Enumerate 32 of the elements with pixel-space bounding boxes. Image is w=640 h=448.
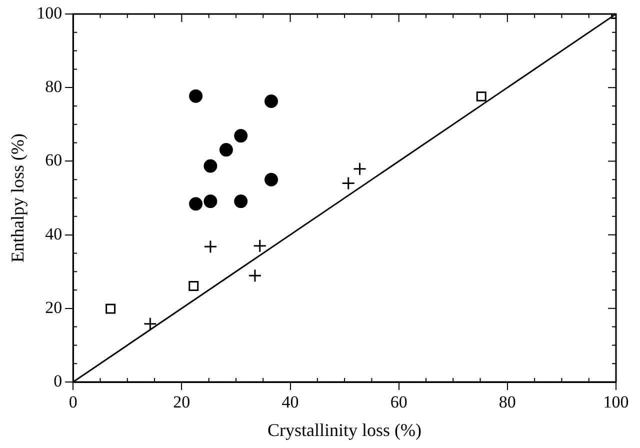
x-tick-label: 20 bbox=[173, 392, 190, 412]
point bbox=[476, 91, 486, 102]
point bbox=[253, 239, 267, 253]
point bbox=[353, 162, 366, 176]
point bbox=[106, 304, 116, 314]
point bbox=[189, 89, 203, 103]
x-tick-label: 80 bbox=[498, 392, 516, 412]
point bbox=[264, 94, 278, 108]
y-tick-label: 100 bbox=[36, 3, 62, 22]
x-tick-label: 0 bbox=[68, 392, 78, 412]
point bbox=[219, 143, 233, 157]
point bbox=[248, 268, 262, 282]
point bbox=[204, 159, 218, 173]
y-tick-label: 20 bbox=[45, 298, 62, 317]
y-tick-label: 0 bbox=[54, 371, 62, 390]
point bbox=[204, 194, 218, 208]
x-tick-label: 40 bbox=[282, 392, 299, 412]
y-axis-title: Enthalpy loss (%) bbox=[8, 134, 28, 262]
x-tick-label: 60 bbox=[390, 392, 408, 412]
point bbox=[204, 240, 218, 254]
y-tick-label: 80 bbox=[45, 77, 62, 96]
point bbox=[189, 197, 203, 211]
point bbox=[143, 317, 157, 331]
point bbox=[264, 172, 278, 186]
x-tick-label: 100 bbox=[603, 392, 629, 412]
x-axis-title: Crystallinity loss (%) bbox=[268, 420, 422, 440]
y-tick-label: 60 bbox=[45, 150, 62, 170]
point bbox=[342, 176, 356, 190]
point bbox=[234, 194, 248, 208]
point bbox=[188, 280, 199, 291]
y-tick-label: 40 bbox=[45, 224, 62, 244]
point bbox=[234, 129, 248, 143]
